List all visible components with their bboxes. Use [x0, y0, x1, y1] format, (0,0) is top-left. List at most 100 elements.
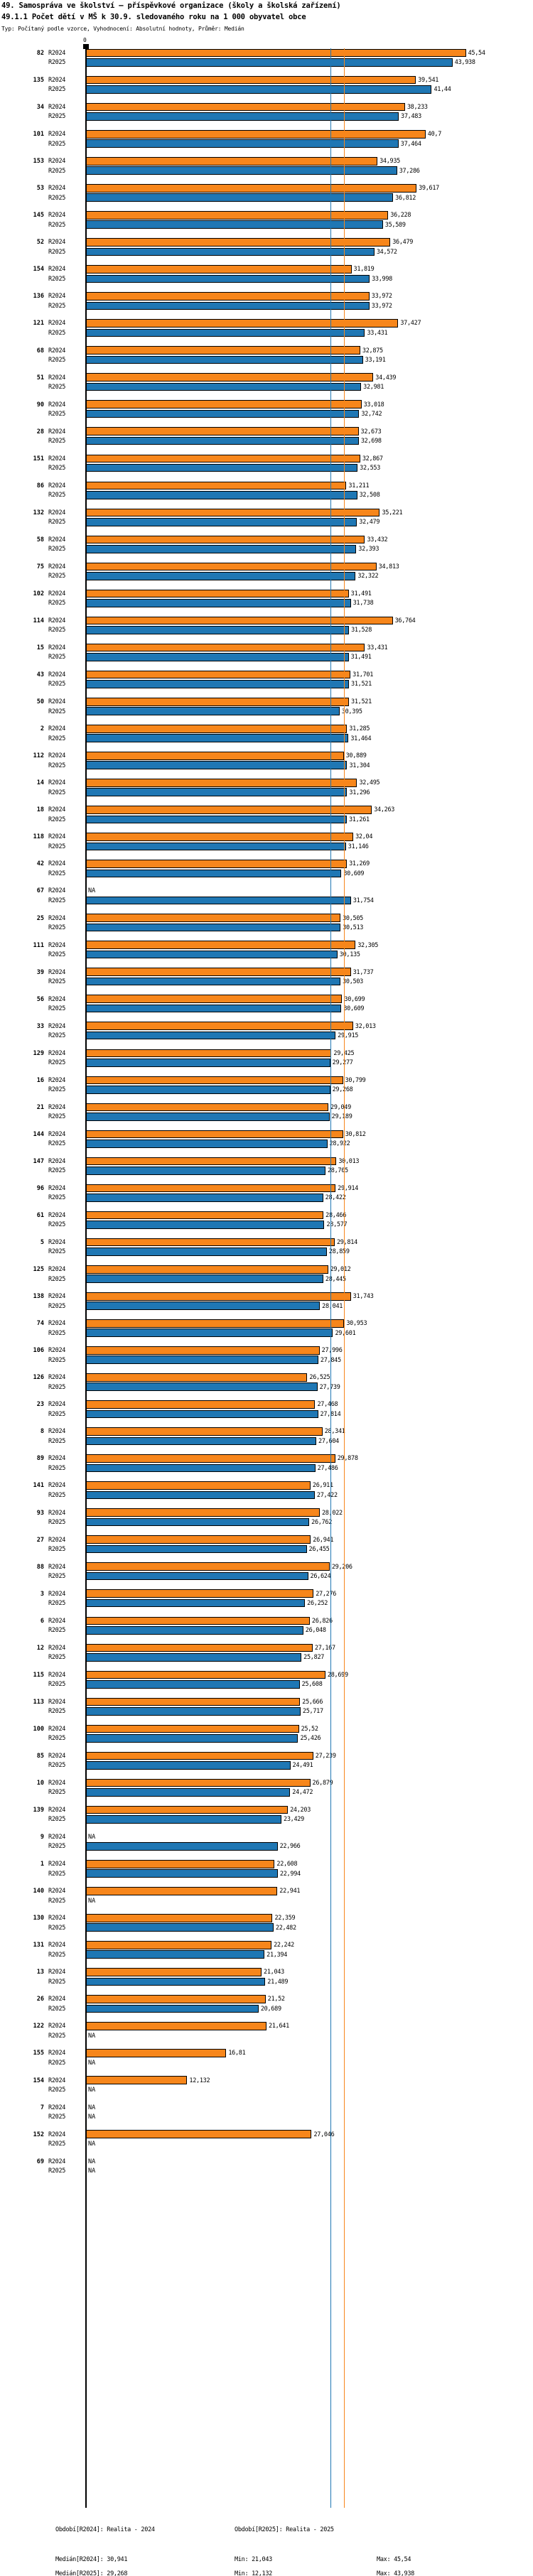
- bar-value-label: 30,503: [343, 978, 363, 985]
- period-label: R2025: [48, 2005, 66, 2013]
- period-label: R2025: [48, 2113, 66, 2121]
- period-label: R2025: [48, 1356, 66, 1364]
- median-line-r2024: [344, 48, 345, 2508]
- table-row: 16 R2024 30,799: [0, 1076, 533, 1085]
- bar-group: 50 R2024 31,521 R2025 30,395: [0, 697, 533, 724]
- table-row: R2025 22,994: [0, 1869, 533, 1878]
- row-id-label: 152: [33, 2131, 44, 2138]
- bar-group: 39 R2024 31,737 R2025 30,503: [0, 968, 533, 995]
- group-gap: [0, 1500, 533, 1508]
- table-row: R2025 26,762: [0, 1517, 533, 1527]
- bar-r2025: [86, 1113, 330, 1121]
- bar-r2025: [86, 1436, 317, 1446]
- row-id-label: 68: [36, 347, 44, 355]
- bar-value-label: 26,048: [305, 1627, 326, 1635]
- bar-value-label: 30,013: [338, 1157, 360, 1165]
- bar-r2024: [86, 1130, 343, 1139]
- group-gap: [0, 1040, 533, 1048]
- table-row: 151 R2024 32,867: [0, 454, 533, 463]
- period-label: R2024: [48, 671, 66, 679]
- table-row: 96 R2024 29,914: [0, 1184, 533, 1193]
- bar-r2024: [86, 265, 352, 274]
- bar-r2024: [86, 1535, 311, 1544]
- period-label: R2024: [48, 968, 66, 976]
- bar-value-label: 33,191: [365, 356, 386, 364]
- bar-r2024: [86, 643, 365, 652]
- bar-r2025: [86, 166, 397, 175]
- bar-group: 43 R2024 31,701 R2025 31,521: [0, 670, 533, 697]
- table-row: R2025 25,426: [0, 1733, 533, 1743]
- table-row: 113 R2024 25,666: [0, 1697, 533, 1706]
- chart-footer: Období[R2024]: Realita - 2024 Období[R20…: [0, 2526, 533, 2576]
- table-row: 25 R2024 30,505: [0, 914, 533, 923]
- group-gap: [0, 2013, 533, 2021]
- bar-value-label: 30,799: [345, 1076, 366, 1084]
- table-row: R2025 22,966: [0, 1841, 533, 1851]
- bar-r2025: [86, 1140, 328, 1148]
- group-gap: [0, 2175, 533, 2183]
- bar-value-label: 29,268: [332, 1086, 353, 1094]
- row-id-label: 155: [33, 2050, 44, 2057]
- row-id-label: 75: [36, 563, 44, 570]
- period-label: R2024: [48, 50, 66, 57]
- period-label: R2024: [48, 1157, 66, 1165]
- group-gap: [0, 1095, 533, 1103]
- table-row: R2025 35,589: [0, 220, 533, 229]
- group-gap: [0, 1257, 533, 1265]
- table-row: 75 R2024 34,813: [0, 562, 533, 571]
- table-row: 67 R2024 NA: [0, 886, 533, 895]
- table-row: R2025 31,261: [0, 815, 533, 824]
- table-row: R2025 25,827: [0, 1652, 533, 1662]
- table-row: 23 R2024 27,468: [0, 1400, 533, 1409]
- table-row: 9 R2024 NA: [0, 1832, 533, 1841]
- bar-group: 118 R2024 32,04 R2025 31,146: [0, 832, 533, 859]
- axis-zero-tick: [83, 44, 89, 49]
- bar-value-label: 34,813: [378, 563, 399, 570]
- table-row: 141 R2024 26,911: [0, 1481, 533, 1490]
- period-label: R2024: [48, 644, 66, 652]
- group-gap: [0, 121, 533, 129]
- bar-r2024: [86, 1643, 313, 1652]
- bar-value-label: 31,737: [352, 968, 374, 976]
- bar-value-label: 26,624: [310, 1573, 331, 1581]
- bar-value-label: 32,393: [358, 546, 379, 553]
- table-row: R2025 43,938: [0, 58, 533, 67]
- bar-value-label: 29,814: [336, 1239, 357, 1247]
- table-row: R2025 28,705: [0, 1166, 533, 1175]
- table-row: 56 R2024 30,699: [0, 995, 533, 1004]
- bar-value-label: 28,699: [327, 1671, 348, 1679]
- bar-value-label: 24,491: [292, 1762, 313, 1770]
- bar-value-label: 21,641: [269, 2023, 289, 2030]
- table-row: R2025 NA: [0, 2166, 533, 2175]
- period-label: R2024: [48, 536, 66, 543]
- bar-value-label: 33,972: [371, 302, 392, 310]
- na-value: NA: [88, 2113, 96, 2121]
- period-label: R2024: [48, 1563, 66, 1571]
- bar-r2024: [86, 1049, 332, 1058]
- bar-r2025: [86, 112, 399, 121]
- period-label: R2024: [48, 995, 66, 1003]
- period-label: R2024: [48, 1455, 66, 1463]
- bar-value-label: 32,322: [357, 573, 379, 580]
- row-id-label: 74: [36, 1320, 44, 1328]
- group-gap: [0, 391, 533, 399]
- bar-r2025: [86, 490, 357, 499]
- bar-value-label: 28,041: [322, 1302, 343, 1310]
- bar-r2025: [86, 463, 358, 472]
- bar-group: 90 R2024 33,018 R2025 32,742: [0, 400, 533, 427]
- bar-r2025: [86, 680, 350, 688]
- group-gap: [0, 175, 533, 183]
- row-id-label: 132: [33, 509, 44, 516]
- group-gap: [0, 1986, 533, 1994]
- bar-r2024: [86, 806, 372, 814]
- row-id-label: 153: [33, 158, 44, 166]
- bar-value-label: 29,049: [330, 1103, 351, 1111]
- table-row: 21 R2024 29,049: [0, 1103, 533, 1112]
- bar-group: 33 R2024 32,013 R2025 29,915: [0, 1022, 533, 1049]
- group-gap: [0, 1608, 533, 1616]
- bar-r2024: [86, 995, 343, 1004]
- period-label: R2024: [48, 239, 66, 247]
- bar-value-label: 27,486: [317, 1464, 338, 1472]
- bar-r2024: [86, 2076, 188, 2084]
- period-label: R2025: [48, 1978, 66, 1986]
